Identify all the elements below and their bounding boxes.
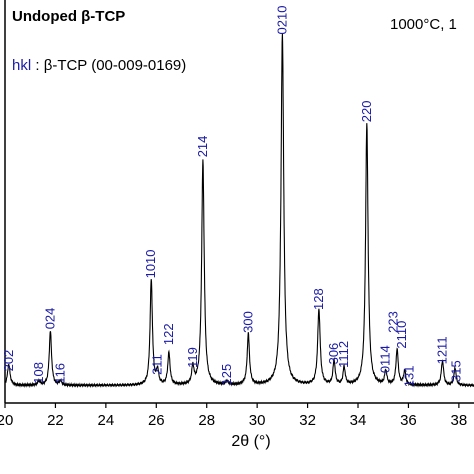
peak-label: 131 xyxy=(402,366,417,388)
x-axis-label: 2θ (°) xyxy=(231,433,270,450)
peak-label: 0114 xyxy=(378,345,393,373)
x-tick-label: 36 xyxy=(400,412,417,429)
diffraction-trace xyxy=(4,33,474,389)
peak-label: 024 xyxy=(42,308,57,330)
peak-label: 128 xyxy=(311,288,326,310)
peak-label: 306 xyxy=(326,343,341,365)
x-tick-label: 28 xyxy=(198,412,215,429)
x-tick-label: 26 xyxy=(148,412,165,429)
peak-label: 119 xyxy=(185,347,200,368)
x-tick-label: 24 xyxy=(98,412,115,429)
peak-label: 125 xyxy=(219,364,234,386)
peak-label: 1112 xyxy=(336,341,351,368)
peak-label: 220 xyxy=(359,100,374,122)
peak-label: 122 xyxy=(161,323,176,345)
chart-title: Undoped β-TCP xyxy=(12,8,125,25)
x-ticks: 20 22 24 26 28 30 32 34 36 38 xyxy=(0,403,467,429)
legend-text: : β-TCP (00-009-0169) xyxy=(31,57,186,74)
peak-label: 108 xyxy=(31,362,46,384)
peak-label: 202 xyxy=(1,350,16,372)
x-tick-label: 32 xyxy=(299,412,316,429)
x-tick-label: 38 xyxy=(451,412,468,429)
peak-label: 214 xyxy=(195,136,210,158)
x-tick-label: 30 xyxy=(249,412,266,429)
x-tick-label: 22 xyxy=(47,412,64,429)
peak-label: 2110 xyxy=(394,321,409,349)
peak-label: 1010 xyxy=(143,249,158,278)
peak-label: 211 xyxy=(150,354,165,375)
legend: hkl : β-TCP (00-009-0169) xyxy=(12,57,186,74)
peak-labels: 202 108 024 116 1010 211 122 119 214 125 300 0210 12… xyxy=(1,6,464,388)
x-tick-label: 34 xyxy=(350,412,367,429)
peak-label: 223 xyxy=(385,311,400,333)
legend-key: hkl xyxy=(12,57,31,74)
temperature-annotation: 1000°C, 1 xyxy=(390,16,457,33)
peak-label: 0210 xyxy=(274,6,289,35)
peak-label: 315 xyxy=(448,360,463,382)
peak-label: 300 xyxy=(240,311,255,333)
x-tick-label: 20 xyxy=(0,412,13,429)
peak-label: 1211 xyxy=(434,336,449,364)
peak-label: 116 xyxy=(52,363,67,384)
